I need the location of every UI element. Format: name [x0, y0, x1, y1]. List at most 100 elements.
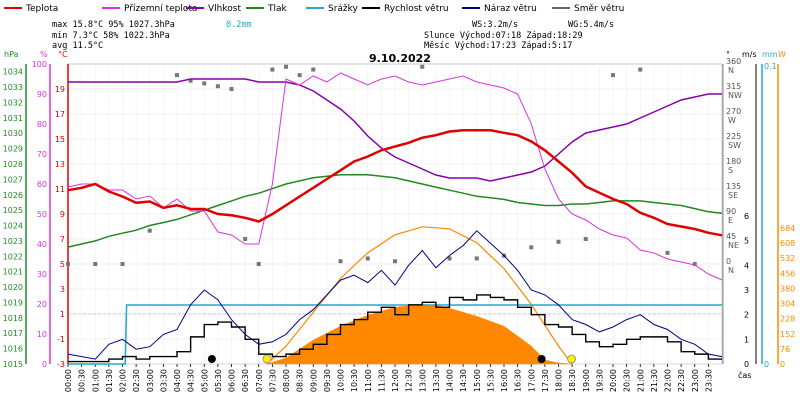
- series-tlak: [67, 174, 723, 248]
- tick-wm2: 228: [780, 315, 795, 324]
- tick-ms: 3: [744, 286, 749, 295]
- tick-wm2: 304: [780, 300, 795, 309]
- point-wind-dir: [256, 262, 261, 266]
- tick-wm2: 532: [780, 254, 795, 263]
- tick-hpa: 1017: [3, 329, 23, 338]
- x-tick-label: 14:30: [459, 369, 468, 392]
- tick-pct: 60: [37, 180, 47, 189]
- legend-item-teplota: Teplota: [4, 4, 58, 14]
- tick-hpa: 1029: [3, 145, 23, 154]
- tick-temp: 3: [60, 285, 65, 294]
- x-axis: 00:00 00:30 01:00 01:30 02:00 02:30 03:00 03:30…: [64, 364, 713, 392]
- stat-avg: avg 11.5°C: [52, 41, 103, 51]
- tick-mm: 0: [764, 360, 769, 369]
- tick-hpa: 1023: [3, 237, 23, 246]
- x-tick-label: 20:30: [623, 369, 632, 392]
- legend-label-smer: Směr větru: [574, 4, 624, 14]
- x-tick-label: 22:00: [664, 369, 673, 392]
- tick-ms: 4: [744, 261, 749, 270]
- stats-block: max 15.8°C 95% 1027.3hPa 0.2mm min 7.3°C…: [52, 20, 614, 51]
- x-tick-label: 20:00: [609, 369, 618, 392]
- x-tick-label: 19:00: [582, 369, 591, 392]
- legend-label-srazky: Srážky: [328, 4, 359, 14]
- axis-temp-label: °C: [58, 50, 68, 59]
- tick-hpa: 1030: [3, 129, 23, 138]
- x-tick-label: 01:30: [105, 369, 114, 392]
- tick-deg: 360: [726, 57, 741, 66]
- x-tick-label: 15:30: [486, 369, 495, 392]
- tick-wm2: 456: [780, 269, 795, 278]
- point-wind-dir: [175, 73, 179, 78]
- tick-dir: N: [728, 66, 734, 75]
- x-tick-label: 17:00: [527, 369, 536, 392]
- x-tick-label: 15:00: [473, 369, 482, 392]
- tick-deg: 90: [726, 207, 736, 216]
- series-pocit: [67, 72, 723, 281]
- tick-deg: 225: [726, 132, 741, 141]
- tick-hpa: 1034: [3, 68, 23, 77]
- stat-moon: Měsíc Východ:17:23 Západ:5:17: [424, 41, 572, 51]
- point-wind-dir: [474, 256, 479, 261]
- x-tick-label: 16:00: [500, 369, 509, 392]
- tick-deg: 270: [726, 107, 741, 116]
- tick-deg: 135: [726, 182, 741, 191]
- chart-title: 9.10.2022: [369, 52, 431, 65]
- tick-pct: 20: [37, 300, 47, 309]
- x-tick-label: 19:30: [595, 369, 604, 392]
- legend-item-tlak: Tlak: [246, 4, 288, 14]
- tick-hpa: 1028: [3, 160, 23, 169]
- stat-sun: Slunce Východ:07:18 Západ:18:29: [424, 31, 583, 41]
- x-tick-label: 09:00: [309, 369, 318, 392]
- axis-ms-label: m/s: [742, 50, 757, 59]
- point-wind-dir: [93, 262, 98, 266]
- x-tick-label: 06:00: [228, 369, 237, 392]
- x-tick-label: 04:30: [187, 369, 196, 392]
- tick-hpa: 1032: [3, 98, 23, 107]
- x-tick-label: 07:30: [268, 369, 277, 392]
- x-tick-label: 21:00: [636, 369, 645, 392]
- tick-wm2: 380: [780, 284, 795, 293]
- tick-pct: 50: [37, 210, 47, 219]
- tick-deg: 45: [726, 232, 736, 241]
- x-tick-label: 10:30: [350, 369, 359, 392]
- series-naraz: [67, 230, 723, 360]
- point-wind-dir: [311, 67, 316, 72]
- series: [66, 64, 723, 365]
- x-tick-label: 12:30: [405, 369, 414, 392]
- x-tick-label: 14:00: [446, 369, 455, 392]
- tick-pct: 80: [37, 120, 47, 129]
- x-tick-label: 09:30: [323, 369, 332, 392]
- series-solar-area: [266, 304, 573, 365]
- x-tick-label: 17:30: [541, 369, 550, 392]
- point-wind-dir: [420, 64, 425, 69]
- tick-dir: NE: [728, 241, 739, 250]
- tick-hpa: 1018: [3, 314, 23, 323]
- legend: Teplota Přízemní teplota Vlhkost Tlak Sr…: [4, 4, 624, 14]
- x-tick-label: 08:30: [296, 369, 305, 392]
- tick-dir: E: [728, 216, 733, 225]
- point-wind-dir: [297, 73, 302, 78]
- marker-sunrise: [262, 354, 272, 364]
- point-wind-dir: [583, 237, 588, 241]
- tick-hpa: 1024: [3, 222, 23, 231]
- point-wind-dir: [393, 259, 397, 264]
- tick-pct: 10: [37, 330, 47, 339]
- marker-sunset: [567, 354, 576, 364]
- x-tick-label: 18:00: [555, 369, 564, 392]
- tick-ms: 0: [744, 360, 749, 369]
- point-wind-dir: [284, 64, 288, 69]
- tick-ms: 6: [744, 212, 749, 221]
- tick-hpa: 1025: [3, 206, 23, 215]
- tick-dir: W: [728, 116, 736, 125]
- tick-temp: 7: [60, 235, 65, 244]
- point-wind-dir: [556, 239, 561, 244]
- tick-temp: 19: [55, 85, 65, 94]
- tick-deg: 0: [726, 257, 731, 266]
- legend-item-rychlost: Rychlost větru: [362, 4, 449, 14]
- x-tick-label: 06:30: [241, 369, 250, 392]
- tick-pct: 40: [37, 240, 47, 249]
- x-tick-label: 03:00: [146, 369, 155, 392]
- point-wind-dir: [66, 262, 70, 266]
- tick-temp: 11: [55, 185, 65, 194]
